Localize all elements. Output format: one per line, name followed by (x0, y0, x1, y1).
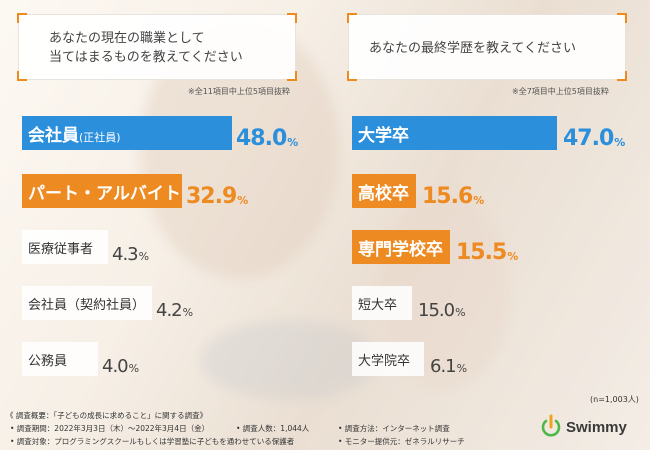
value-number: 4.3 (112, 244, 139, 265)
category-label: 高校卒 (358, 183, 409, 204)
value-unit: % (473, 194, 484, 207)
corner-decoration (617, 71, 627, 81)
category-label: 短大卒 (358, 297, 398, 313)
corner-decoration (17, 71, 27, 81)
bar: 高校卒 (352, 174, 416, 208)
power-icon (541, 414, 561, 437)
corner-decoration (287, 13, 297, 23)
survey-respondents: • 調査人数：1,044人 (236, 424, 310, 433)
category-label: パート・アルバイト (28, 183, 181, 204)
value-unit: % (287, 136, 298, 149)
category-note: (正社員) (79, 130, 121, 144)
corner-decoration (17, 13, 27, 23)
value-unit: % (138, 250, 150, 263)
value-label: 48.0% (236, 116, 298, 151)
value-label: 15.5% (456, 230, 518, 265)
value-unit: % (507, 250, 518, 263)
corner-decoration (347, 13, 357, 23)
survey-provider: • モニター提供元：ゼネラルリサーチ (338, 437, 465, 446)
right-question-box: あなたの最終学歴を教えてください (347, 13, 627, 81)
value-number: 6.1 (430, 356, 457, 377)
corner-decoration (347, 71, 357, 81)
photo-laptop (200, 320, 380, 400)
category-label: 専門学校卒 (358, 239, 443, 260)
brand-logo: Swimmy (540, 414, 627, 440)
survey-overview: 《 調査概要：「子どもの成長に求めること」に関する調査》 (6, 411, 208, 420)
category-label: 大学卒 (358, 125, 409, 146)
category-label: 医療従事者 (28, 241, 94, 257)
value-unit: % (455, 306, 466, 319)
corner-decoration (287, 71, 297, 81)
category-label: 大学院卒 (358, 353, 411, 369)
category-label: 会社員(正社員) (28, 125, 121, 146)
bar: 大学院卒 (352, 342, 424, 376)
value-label: 47.0% (563, 116, 625, 151)
right-note: ※全7項目中上位5項目抜粋 (512, 87, 609, 96)
value-number: 15.0 (418, 300, 455, 321)
category-label: 会社員（契約社員） (28, 297, 146, 313)
bar: 会社員（契約社員） (22, 286, 152, 320)
bar: 会社員(正社員) (22, 116, 232, 150)
survey-period: • 調査期間：2022年3月3日（木）～2022年3月4日（金） (10, 424, 210, 433)
bar: 大学卒 (352, 116, 557, 150)
left-note: ※全11項目中上位5項目抜粋 (188, 87, 290, 96)
value-number: 4.0 (102, 356, 129, 377)
value-label: 6.1% (430, 342, 468, 377)
value-label: 15.0% (418, 286, 466, 321)
brand-name: Swimmy (566, 418, 627, 436)
bar: 医療従事者 (22, 230, 108, 264)
value-unit: % (614, 136, 625, 149)
value-number: 4.2 (156, 300, 183, 321)
value-number: 47.0 (563, 126, 614, 151)
sample-size-label: (n=1,003人) (590, 395, 639, 404)
survey-method: • 調査方法：インターネット調査 (338, 424, 450, 433)
value-unit: % (237, 194, 248, 207)
value-number: 15.5 (456, 240, 507, 265)
value-number: 48.0 (236, 126, 287, 151)
left-question-box: あなたの現在の職業として 当てはまるものを教えてください (17, 13, 297, 81)
bar: 公務員 (22, 342, 98, 376)
value-label: 15.6% (422, 174, 484, 209)
bar: 専門学校卒 (352, 230, 450, 264)
value-label: 4.0% (102, 342, 140, 377)
bar: パート・アルバイト (22, 174, 182, 208)
value-unit: % (128, 362, 140, 375)
right-question: あなたの最終学歴を教えてください (369, 41, 576, 56)
value-number: 15.6 (422, 184, 473, 209)
left-question: あなたの現在の職業として 当てはまるものを教えてください (49, 31, 243, 65)
value-label: 32.9% (186, 174, 248, 209)
value-unit: % (456, 362, 468, 375)
category-label: 公務員 (28, 353, 68, 369)
survey-target: • 調査対象：プログラミングスクールもしくは学習塾に子どもを通わせている保護者 (10, 437, 295, 446)
bar: 短大卒 (352, 286, 412, 320)
corner-decoration (617, 13, 627, 23)
value-label: 4.3% (112, 230, 150, 265)
value-label: 4.2% (156, 286, 194, 321)
value-number: 32.9 (186, 184, 237, 209)
value-unit: % (182, 306, 194, 319)
